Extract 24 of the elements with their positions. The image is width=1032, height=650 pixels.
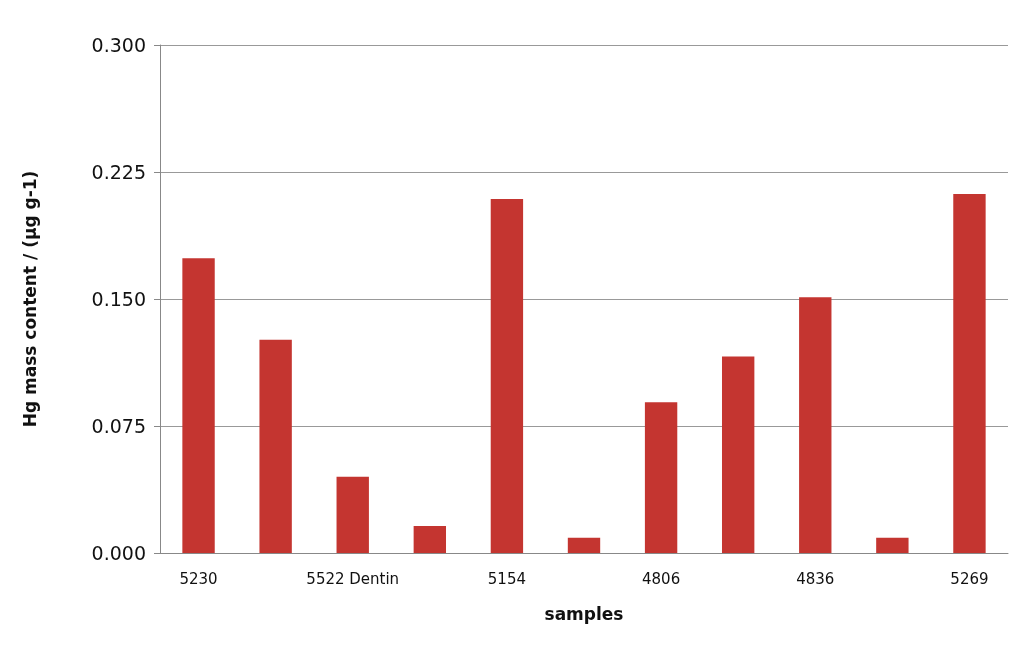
x-tick-label: 5269 <box>950 569 989 588</box>
bar <box>182 258 215 553</box>
bar <box>259 339 292 553</box>
x-axis-title: samples <box>544 603 624 624</box>
bar <box>336 476 369 553</box>
bar <box>876 537 909 553</box>
bar <box>799 297 832 553</box>
bar <box>490 199 524 553</box>
y-axis-title: Hg mass content / (µg g-1) <box>19 170 40 428</box>
bar <box>413 525 447 553</box>
x-tick-label: 4806 <box>642 569 681 588</box>
bar <box>644 402 678 553</box>
bar <box>567 537 601 553</box>
x-tick-label: 5230 <box>179 569 218 588</box>
x-tick-label: 4836 <box>796 569 835 588</box>
y-tick-label: 0.300 <box>91 34 146 56</box>
bar <box>953 194 986 553</box>
bar <box>721 356 755 553</box>
x-tick-label: 5154 <box>487 569 526 588</box>
y-tick-label: 0.225 <box>91 161 146 183</box>
y-tick-label: 0.075 <box>91 415 146 437</box>
x-tick-label: 5522 Dentin <box>306 569 400 588</box>
y-tick-label: 0.000 <box>91 542 146 564</box>
y-tick-label: 0.150 <box>91 288 146 310</box>
